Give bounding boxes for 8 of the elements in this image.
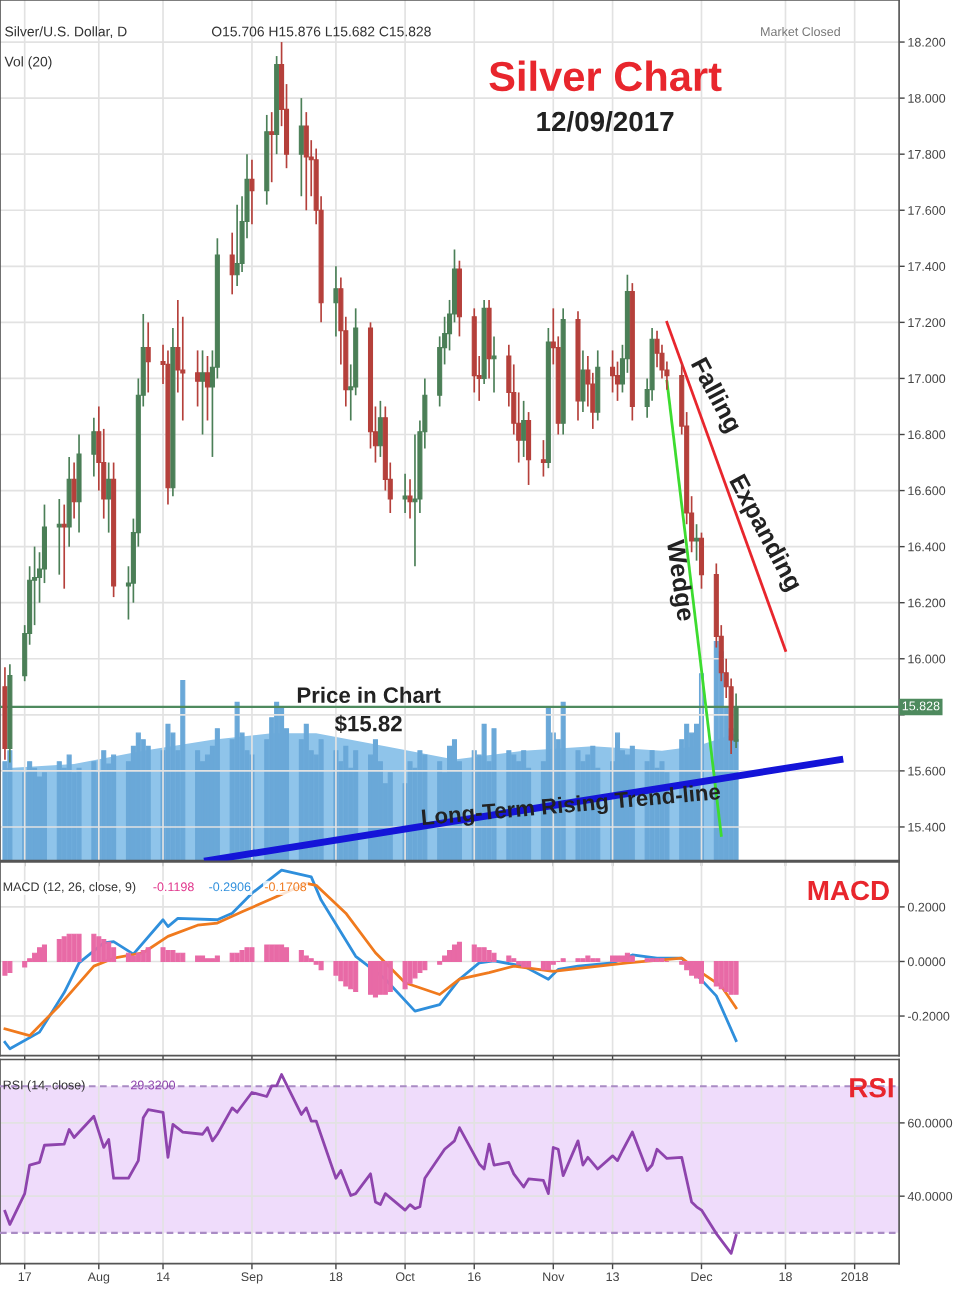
annotation: Price in Chart (297, 686, 441, 704)
annotation: Wedge (661, 538, 696, 623)
text: MACD (808, 880, 889, 901)
text: Silver Chart (489, 60, 722, 92)
annotation: $15.82 (334, 714, 402, 733)
annotation: Long-Term Rising Trend-line (421, 782, 721, 830)
text: 12/09/2017 (537, 110, 674, 132)
text: RSI (850, 1077, 893, 1098)
